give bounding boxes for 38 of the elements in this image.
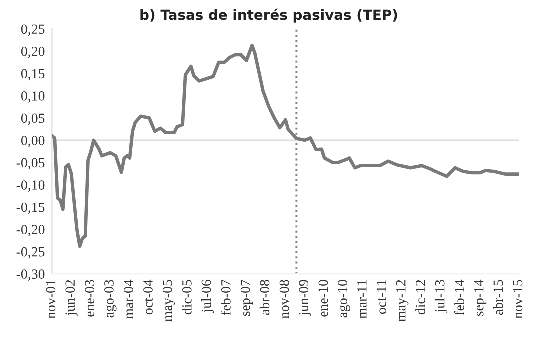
y-tick-label: -0,30 — [16, 270, 45, 282]
x-tick-label: jun-09 — [299, 280, 312, 316]
y-tick-label: 0,25 — [21, 24, 45, 36]
x-tick-label: ene-03 — [85, 280, 95, 317]
y-tick-label: 0,10 — [21, 91, 45, 103]
x-tick-label: nov-08 — [280, 280, 290, 319]
x-tick-label: mar-04 — [124, 280, 134, 320]
x-tick-label: ago-10 — [338, 280, 350, 318]
x-tick-label: sep-07 — [240, 280, 254, 316]
y-tick-label: -0,20 — [16, 225, 45, 236]
x-tick-label: abr-15 — [493, 280, 504, 316]
x-tick-label: ago-03 — [104, 280, 117, 318]
x-tick-label: abr-08 — [260, 280, 270, 316]
x-tick-label: nov-15 — [513, 280, 523, 319]
y-tick-label: -0,15 — [16, 202, 45, 214]
x-tick-label: sep-14 — [474, 280, 487, 316]
x-tick-label: dic-12 — [416, 280, 426, 315]
y-tick-label: 0,20 — [21, 46, 45, 58]
x-tick-label: ene-10 — [318, 280, 328, 317]
chart-title: b) Tasas de interés pasivas (TEP) — [140, 8, 398, 23]
x-tick-label: dic-05 — [182, 280, 192, 315]
y-tick-label: -0,05 — [16, 158, 45, 170]
x-tick-label: may-05 — [162, 280, 176, 322]
x-tick-label: feb-14 — [454, 280, 464, 316]
y-tick-label: -0,10 — [16, 180, 45, 192]
x-tick-label: feb-07 — [220, 280, 231, 316]
x-tick-label: jul-06 — [201, 280, 214, 314]
y-tick-label: 0,05 — [21, 114, 45, 126]
x-tick-label: jul-13 — [434, 280, 448, 314]
x-tick-label: nov-01 — [46, 280, 56, 319]
x-tick-label: mar-11 — [358, 280, 367, 319]
x-tick-label: jun-02 — [66, 280, 78, 316]
x-tick-label: may-12 — [396, 280, 409, 322]
y-tick-label: 0,15 — [21, 69, 45, 81]
x-tick-label: oct-11 — [377, 280, 386, 314]
y-tick-label: 0,00 — [21, 136, 45, 148]
x-tick-label: oct-04 — [144, 280, 153, 315]
y-tick-label: -0,25 — [16, 247, 45, 259]
